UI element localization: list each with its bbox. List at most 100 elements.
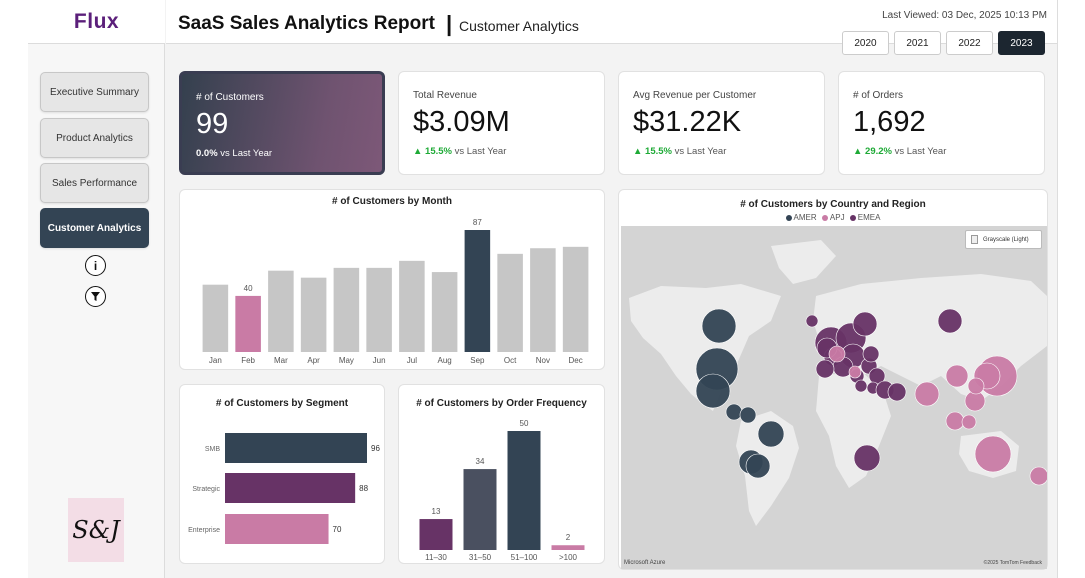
- filter-icon[interactable]: [85, 286, 106, 307]
- map-style-swatch: [971, 235, 978, 244]
- bar-nov[interactable]: [530, 248, 556, 352]
- map-bubble-0[interactable]: [701, 308, 737, 344]
- map-legend: AMER APJ EMEA: [619, 213, 1047, 222]
- kpi-label: Avg Revenue per Customer: [633, 90, 757, 101]
- map-bubble-2[interactable]: [695, 373, 731, 409]
- data-label-strategic: 88: [359, 484, 368, 493]
- map-bubble-38[interactable]: [848, 365, 862, 379]
- map-credit-left: Microsoft Azure: [624, 560, 666, 566]
- year-button-2021[interactable]: 2021: [894, 31, 941, 55]
- chart-title: # of Customers by Segment: [215, 398, 349, 409]
- north-america: [629, 284, 781, 411]
- map-bubble-21[interactable]: [854, 379, 868, 393]
- bar-aug[interactable]: [431, 272, 458, 352]
- bar-freq-2[interactable]: [507, 431, 541, 550]
- map-bubble-25[interactable]: [853, 444, 881, 472]
- kpi-value: 1,692: [853, 106, 926, 138]
- bar-feb[interactable]: [235, 295, 261, 352]
- up-arrow-icon: ▲: [413, 146, 423, 157]
- tick-label-apr: Apr: [307, 356, 320, 365]
- tick-label-oct: Oct: [504, 356, 517, 365]
- data-label-freq-2: 50: [520, 419, 529, 428]
- data-label-smb: 96: [371, 444, 380, 453]
- up-arrow-icon: ▲: [633, 146, 643, 157]
- month-chart-svg: Jan Feb 40 Mar Apr May Jun Jul Aug Sep 87 Oct Nov Dec: [202, 218, 589, 365]
- map-bubble-34[interactable]: [961, 414, 977, 430]
- bar-freq-3[interactable]: [551, 545, 585, 550]
- map-style-button[interactable]: Grayscale (Light): [965, 230, 1042, 249]
- tick-label-dec: Dec: [569, 356, 583, 365]
- bar-smb[interactable]: [225, 433, 367, 463]
- bar-jan[interactable]: [202, 284, 229, 352]
- kpi-card-avg-revenue: Avg Revenue per Customer $31.22K ▲ 15.5%…: [618, 71, 825, 175]
- map-style-label: Grayscale (Light): [983, 236, 1029, 243]
- nav-customer-analytics[interactable]: Customer Analytics: [40, 208, 149, 248]
- bar-strategic[interactable]: [225, 473, 356, 503]
- bar-freq-0[interactable]: [419, 519, 453, 550]
- bar-oct[interactable]: [497, 253, 523, 352]
- kpi-delta: ▲ 15.5% vs Last Year: [413, 146, 506, 157]
- bar-may[interactable]: [333, 267, 360, 352]
- year-button-2023[interactable]: 2023: [998, 31, 1045, 55]
- map-bubble-37[interactable]: [828, 345, 846, 363]
- tick-label-freq-2: 51–100: [511, 553, 538, 562]
- map-bubble-32[interactable]: [967, 377, 985, 395]
- legend-amer: AMER: [793, 213, 817, 222]
- map-bubble-26[interactable]: [937, 308, 963, 334]
- tick-label-freq-1: 31–50: [469, 553, 492, 562]
- legend-dot-emea: [849, 214, 856, 221]
- map-bubble-31[interactable]: [914, 381, 940, 407]
- kpi-delta-pct: 15.5%: [645, 146, 672, 157]
- greenland: [771, 240, 836, 284]
- tick-label-feb: Feb: [241, 356, 255, 365]
- page-title: SaaS Sales Analytics Report: [178, 13, 435, 34]
- map-bubble-7[interactable]: [745, 453, 771, 479]
- nav-product-analytics[interactable]: Product Analytics: [40, 118, 149, 158]
- map-bubble-24[interactable]: [887, 382, 907, 402]
- data-label-feb: 40: [244, 284, 253, 293]
- bar-jun[interactable]: [366, 267, 392, 352]
- tick-label-freq-0: 11–30: [425, 553, 447, 562]
- year-button-2020[interactable]: 2020: [842, 31, 889, 55]
- tick-label-jul: Jul: [407, 356, 417, 365]
- kpi-delta-suffix: vs Last Year: [220, 148, 273, 159]
- info-icon[interactable]: i: [85, 255, 106, 276]
- bar-jul[interactable]: [399, 260, 425, 352]
- map-bubble-33[interactable]: [945, 411, 965, 431]
- map-bubble-3[interactable]: [725, 403, 743, 421]
- kpi-delta-pct: 29.2%: [865, 146, 892, 157]
- map-bubble-8[interactable]: [805, 314, 819, 328]
- tick-label-aug: Aug: [438, 356, 452, 365]
- page-subtitle: Customer Analytics: [459, 18, 579, 34]
- nav-executive-summary[interactable]: Executive Summary: [40, 72, 149, 112]
- map-bubble-36[interactable]: [1029, 466, 1047, 486]
- kpi-delta-suffix: vs Last Year: [674, 146, 727, 157]
- bar-dec[interactable]: [562, 246, 589, 352]
- tick-label-jun: Jun: [373, 356, 386, 365]
- map-bubble-5[interactable]: [757, 420, 785, 448]
- map-bubble-11[interactable]: [852, 311, 878, 337]
- map-bubble-4[interactable]: [739, 406, 757, 424]
- data-label-freq-0: 13: [432, 507, 441, 516]
- map-bubble-27[interactable]: [945, 364, 969, 388]
- bar-enterprise[interactable]: [225, 514, 329, 544]
- customers-by-order-frequency-chart: # of Customers by Order Frequency 13 11–3…: [398, 384, 605, 564]
- map-bubble-19[interactable]: [862, 345, 880, 363]
- tick-label-freq-3: >100: [559, 553, 578, 562]
- kpi-card-customers: # of Customers 99 0.0% vs Last Year: [179, 71, 385, 175]
- bar-freq-1[interactable]: [463, 469, 497, 550]
- kpi-value: 99: [196, 108, 229, 140]
- bar-mar[interactable]: [268, 270, 294, 352]
- map-bubble-15[interactable]: [815, 359, 835, 379]
- data-label-enterprise: 70: [333, 525, 342, 534]
- nav-sales-performance[interactable]: Sales Performance: [40, 163, 149, 203]
- year-button-2022[interactable]: 2022: [946, 31, 993, 55]
- kpi-delta: ▲ 29.2% vs Last Year: [853, 146, 946, 157]
- map-canvas[interactable]: [621, 226, 1047, 569]
- up-arrow-icon: ▲: [853, 146, 863, 157]
- kpi-card-orders: # of Orders 1,692 ▲ 29.2% vs Last Year: [838, 71, 1045, 175]
- bar-apr[interactable]: [300, 277, 327, 352]
- bar-sep[interactable]: [464, 230, 491, 352]
- legend-dot-amer: [785, 214, 792, 221]
- map-bubble-35[interactable]: [974, 435, 1012, 473]
